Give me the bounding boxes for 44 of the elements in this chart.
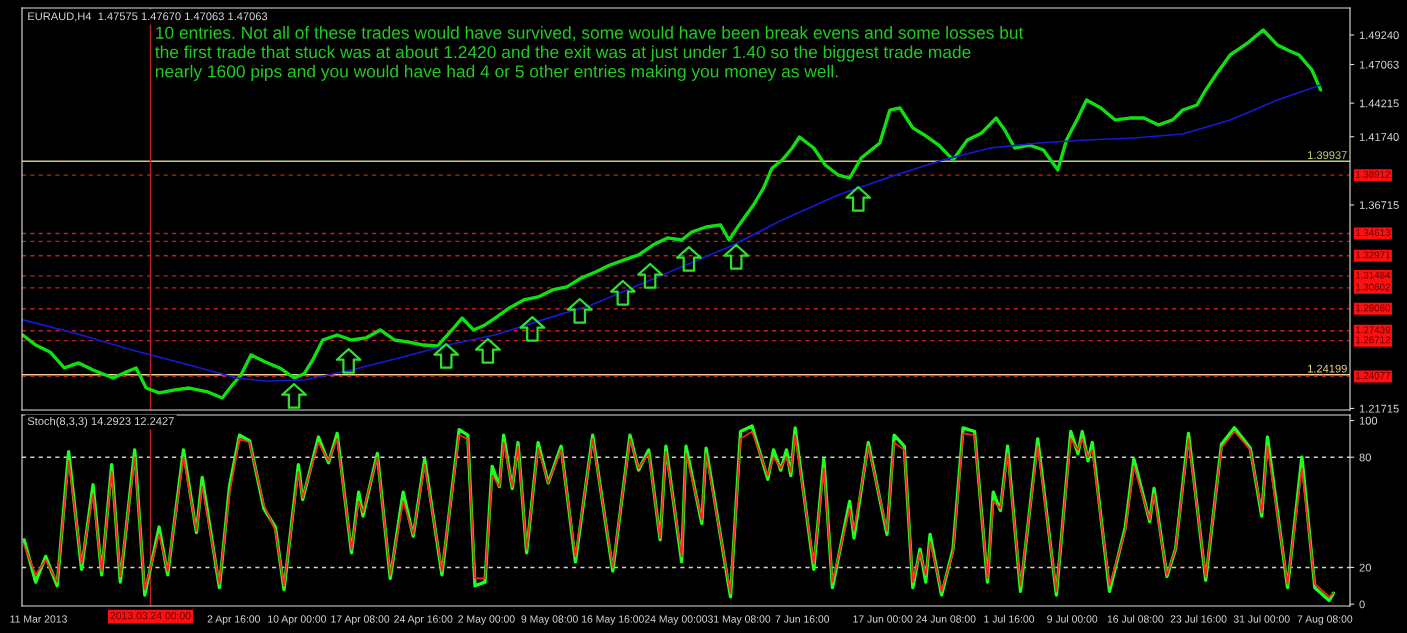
ref-line-label: 1.32971 <box>1356 251 1390 259</box>
x-tick-label: 11 Mar 2013 <box>10 615 67 623</box>
x-tick-label: 1 Jul 16:00 <box>984 615 1035 623</box>
y-tick-label: 1.41740 <box>1359 133 1399 141</box>
x-tick-label: 9 Jul 00:00 <box>1047 615 1098 623</box>
x-tick-label: 24 May 00:00 <box>644 615 708 625</box>
ref-line-label: 1.38912 <box>1356 170 1390 178</box>
ref-line-label: 1.29060 <box>1356 304 1391 312</box>
y-tick-label: 1.36715 <box>1359 201 1399 210</box>
x-tick-label: 31 May 08:00 <box>707 615 771 625</box>
y-tick-label: 20 <box>1359 563 1371 572</box>
x-tick-label: 7 Jun 16:00 <box>775 615 830 623</box>
ref-line-label: 1.31484 <box>1356 271 1391 279</box>
x-tick-label: 7 Aug 08:00 <box>1297 615 1353 625</box>
ref-line-label: 1.39937 <box>1308 151 1347 160</box>
x-tick-label: 9 May 08:00 <box>521 615 578 625</box>
ref-line-label: 2013.03.24 00:00 <box>110 612 191 620</box>
ref-line-label: 1.24077 <box>1356 372 1390 379</box>
x-tick-label: 24 Jun 08:00 <box>916 615 976 623</box>
x-tick-label: 17 Jun 00:00 <box>853 615 913 623</box>
ref-line-label: 1.34613 <box>1356 229 1391 237</box>
ref-line-label: 1.26712 <box>1356 336 1390 344</box>
y-tick-label: 1.44215 <box>1359 99 1399 108</box>
x-tick-label: 17 Apr 08:00 <box>331 615 390 625</box>
y-tick-label: 1.49240 <box>1359 31 1399 40</box>
y-tick-label: 0 <box>1359 600 1365 609</box>
chart-title: Stoch(8,3,3) 14.2923 12.2427 <box>27 416 174 428</box>
annotation: 10 entries. Not all of these trades would have survived, some would have been break evens and some losses but the first trade that stuck was at about 1.2420 and the exit was at just under 1.40 so the biggest trade made nearly 1600 pips and you would have had 4 or 5 other entries making you money as well. <box>155 26 1024 81</box>
x-tick-label: 2 Apr 16:00 <box>207 615 260 625</box>
x-tick-label: 24 Apr 16:00 <box>394 615 453 625</box>
y-tick-label: 1.21715 <box>1359 404 1399 413</box>
y-tick-label: 100 <box>1359 416 1378 425</box>
y-tick-label: 80 <box>1359 453 1371 462</box>
x-tick-label: 16 Jul 08:00 <box>1107 615 1164 623</box>
chart-title: EURAUD,H4 1.47575 1.47670 1.47063 1.47063 <box>28 12 268 22</box>
x-tick-label: 16 May 16:00 <box>582 615 644 625</box>
x-tick-label: 23 Jul 16:00 <box>1170 615 1227 623</box>
ref-line-label: 1.24199 <box>1308 364 1347 373</box>
ref-line-label: 1.30602 <box>1356 283 1390 291</box>
x-tick-label: 10 Apr 00:00 <box>268 615 327 625</box>
ref-line-label: 1.27439 <box>1356 326 1390 334</box>
x-tick-label: 31 Jul 00:00 <box>1233 615 1290 623</box>
y-tick-label: 1.47063 <box>1359 60 1399 69</box>
x-tick-label: 2 May 00:00 <box>458 615 515 625</box>
